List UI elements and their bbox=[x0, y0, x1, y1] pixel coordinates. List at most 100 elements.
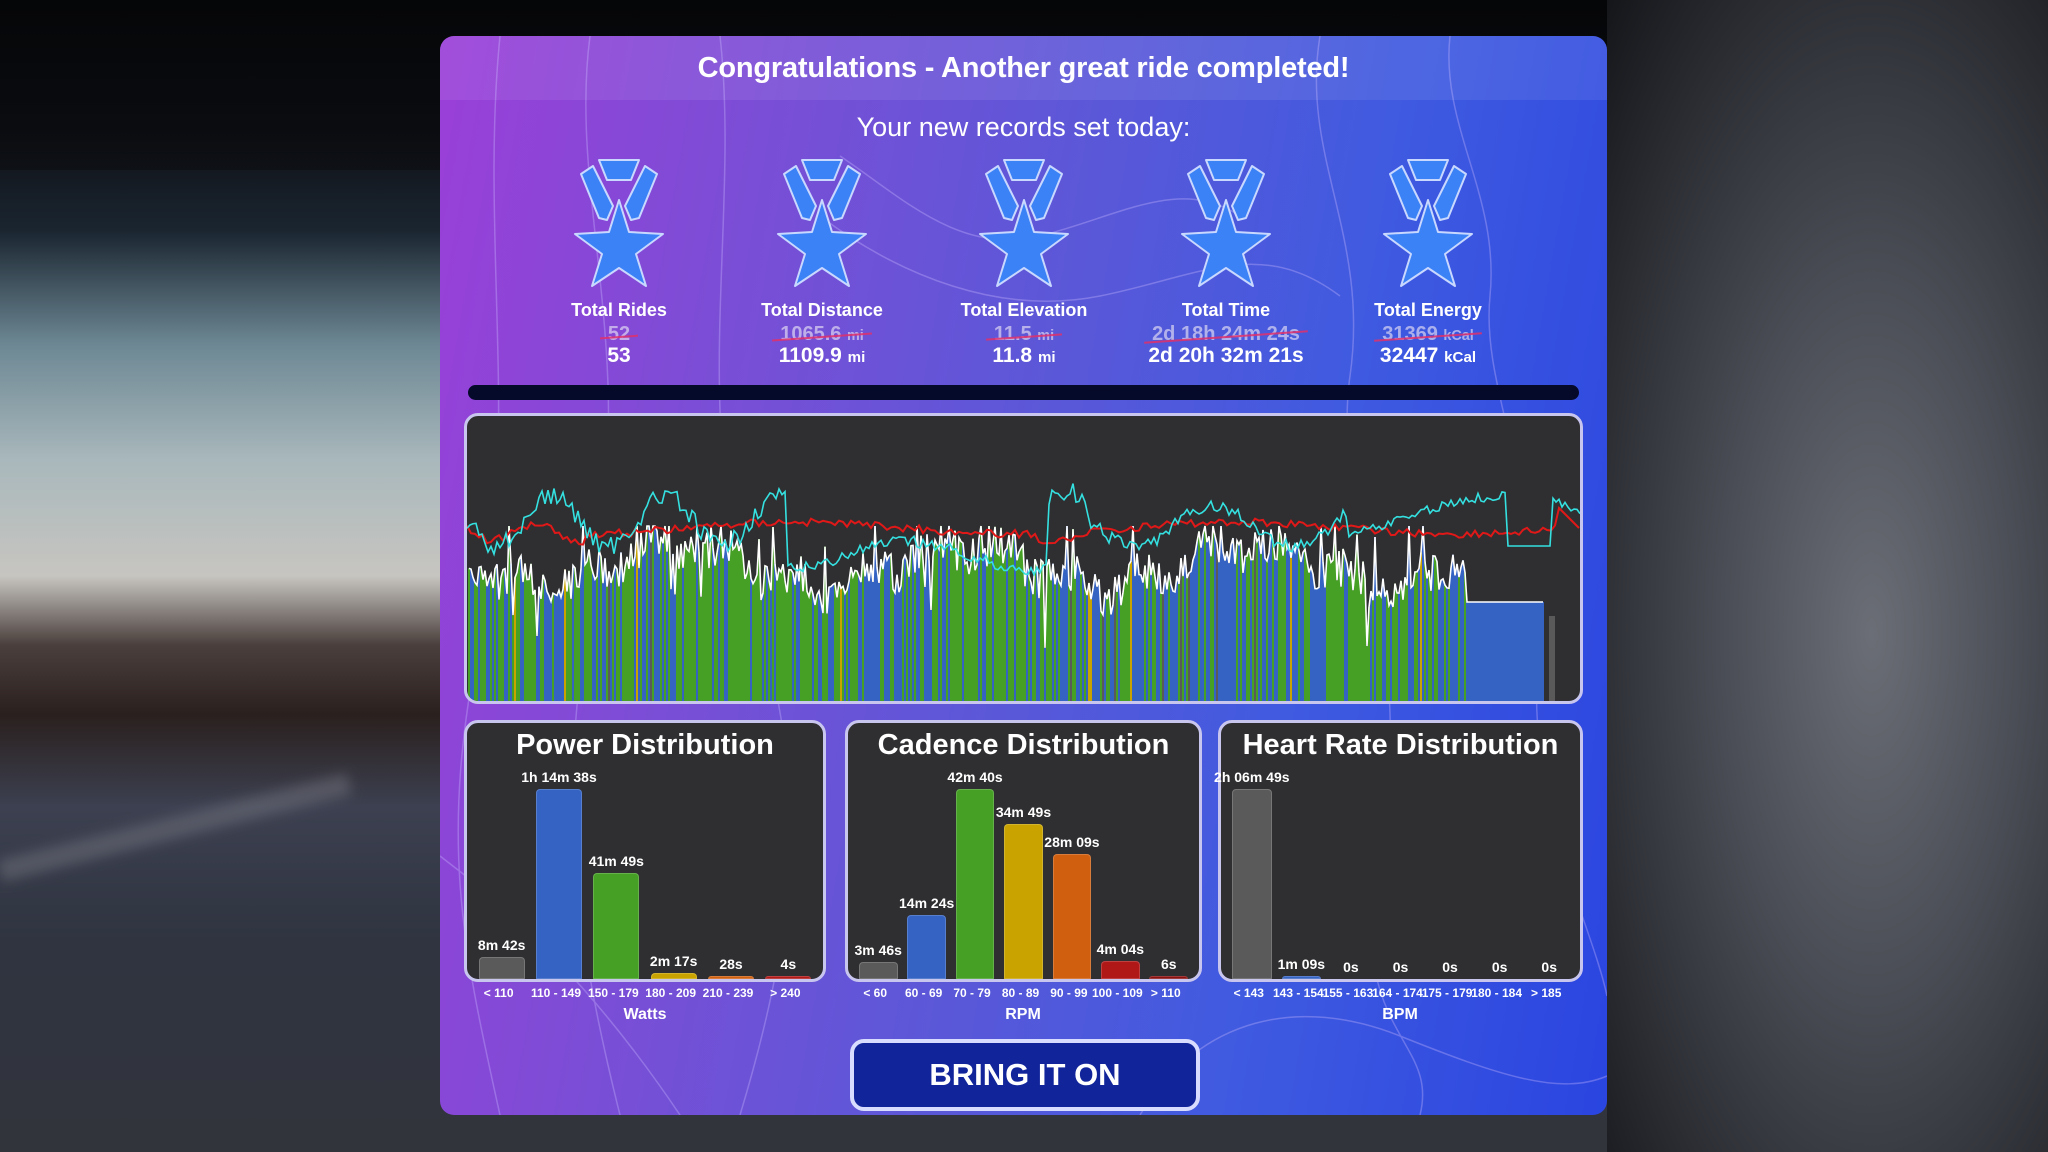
ride-graph bbox=[464, 413, 1583, 704]
heart-rate-distribution-ticks: < 143 143 - 154 155 - 163 164 - 174 175 - 17… bbox=[1218, 986, 1583, 1002]
bin-range-label: 210 - 239 bbox=[702, 986, 754, 1000]
record-total-time: Total Time 2d 18h 24m 24s 2d 20h 32m 21s bbox=[1126, 156, 1326, 368]
record-new-value: 1109.9 mi bbox=[778, 344, 866, 367]
record-total-elevation: Total Elevation 11.5 mi 11.8 mi bbox=[924, 156, 1124, 368]
bar-value-label: 0s bbox=[1392, 959, 1409, 975]
record-old-value: 31369 kCal bbox=[1382, 323, 1474, 345]
distribution-bar bbox=[1004, 823, 1043, 979]
bar-value-label: 0s bbox=[1343, 959, 1359, 975]
background-rocks bbox=[1607, 0, 2048, 1152]
power-distribution-bars: 8m 42s 1h 14m 38s 41m 49s 2m 17s 28s 4s bbox=[473, 769, 817, 979]
bin-range-label: 143 - 154 bbox=[1272, 986, 1324, 1000]
bin-range-label: 90 - 99 bbox=[1050, 986, 1088, 1000]
cadence-distribution-panel: Cadence Distribution 3m 46s 14m 24s 42m 40… bbox=[845, 720, 1202, 982]
bin-range-label: 70 - 79 bbox=[953, 986, 991, 1000]
bar-value-label: 34m 49s bbox=[995, 803, 1052, 820]
header-band bbox=[440, 36, 1607, 100]
heart-rate-distribution-panel: Heart Rate Distribution 2h 06m 49s 1m 09s… bbox=[1214, 720, 1583, 982]
record-total-energy: Total Energy 31369 kCal 32447 kCal bbox=[1328, 156, 1528, 368]
record-new-value: 32447 kCal bbox=[1379, 344, 1477, 367]
medal-star-icon bbox=[574, 159, 664, 287]
bin-range-label: 150 - 179 bbox=[587, 986, 639, 1000]
distribution-bar bbox=[650, 973, 697, 979]
cadence-axis-label: RPM bbox=[1005, 1006, 1041, 1023]
record-total-distance: Total Distance 1065.6 mi 1109.9 mi bbox=[722, 156, 922, 368]
bar-value-label: 0s bbox=[1541, 959, 1557, 975]
medal-star-icon bbox=[1181, 159, 1271, 287]
bar-value-label: 28s bbox=[719, 956, 743, 972]
distribution-bar bbox=[858, 962, 898, 979]
bar-value-label: 2h 06m 49s bbox=[1214, 769, 1290, 785]
bin-range-label: 110 - 149 bbox=[530, 986, 582, 1000]
record-old-value: 52 bbox=[607, 323, 631, 345]
record-label: Total Distance bbox=[761, 300, 883, 320]
ride-summary-panel: Congratulations - Another great ride com… bbox=[440, 36, 1607, 1115]
bar-value-label: 1h 14m 38s bbox=[521, 769, 597, 785]
distribution-bar bbox=[765, 976, 812, 979]
record-old-value: 11.5 mi bbox=[993, 323, 1055, 345]
distribution-bar bbox=[1149, 976, 1189, 979]
bin-range-label: 100 - 109 bbox=[1091, 986, 1143, 1000]
bin-range-label: 175 - 179 bbox=[1421, 986, 1473, 1000]
cadence-distribution-title: Cadence Distribution bbox=[877, 729, 1170, 761]
power-axis-label: Watts bbox=[623, 1006, 667, 1023]
bar-value-label: 2m 17s bbox=[649, 953, 698, 970]
power-distribution-panel: Power Distribution 8m 42s 1h 14m 38s 41m 4… bbox=[464, 720, 826, 982]
bar-value-label: 28m 09s bbox=[1044, 833, 1100, 850]
record-label: Total Rides bbox=[571, 300, 667, 320]
bar-value-label: 14m 24s bbox=[899, 894, 955, 911]
distribution-bar bbox=[1281, 976, 1322, 979]
congrats-title: Congratulations - Another great ride com… bbox=[697, 51, 1350, 84]
medal-star-icon bbox=[979, 159, 1069, 287]
bar-value-label: 41m 49s bbox=[588, 852, 644, 869]
power-distribution-ticks: < 110 110 - 149 150 - 179 180 - 209 210 - 23… bbox=[464, 986, 826, 1002]
bar-value-label: 4m 04s bbox=[1096, 940, 1145, 957]
records-row: Total Rides 52 53 Total Distance 1065.6 … bbox=[440, 156, 1607, 416]
record-label: Total Elevation bbox=[960, 300, 1088, 320]
record-label: Total Energy bbox=[1374, 300, 1482, 320]
medal-star-icon bbox=[777, 159, 867, 287]
power-distribution-title: Power Distribution bbox=[516, 729, 774, 761]
record-new-value: 2d 20h 32m 21s bbox=[1148, 344, 1304, 367]
bin-range-label: > 185 bbox=[1531, 986, 1562, 1000]
distribution-bar bbox=[536, 789, 582, 979]
distribution-bar bbox=[1231, 789, 1272, 979]
bin-range-label: 164 - 174 bbox=[1372, 986, 1423, 1000]
heart-rate-distribution-title: Heart Rate Distribution bbox=[1242, 729, 1559, 761]
bar-value-label: 0s bbox=[1491, 959, 1508, 975]
bar-value-label: 1m 09s bbox=[1277, 956, 1326, 972]
heart-rate-distribution-bars: 2h 06m 49s 1m 09s 0s 0s 0s 0s 0s bbox=[1214, 769, 1574, 979]
bin-range-label: < 143 bbox=[1233, 986, 1264, 1000]
bar-value-label: 0s bbox=[1442, 959, 1458, 975]
background-road-marking bbox=[0, 773, 352, 882]
distribution-bar bbox=[1052, 853, 1092, 979]
bin-range-label: 60 - 69 bbox=[904, 986, 943, 1000]
distribution-bar bbox=[1100, 960, 1140, 979]
bin-range-label: < 110 bbox=[483, 986, 514, 1000]
bring-it-on-button[interactable]: BRING IT ON bbox=[850, 1039, 1200, 1111]
bin-range-label: 80 - 89 bbox=[1001, 986, 1040, 1000]
distribution-bar bbox=[478, 956, 525, 979]
record-new-value: 53 bbox=[607, 344, 631, 367]
bin-range-label: < 60 bbox=[863, 986, 888, 1000]
bar-value-label: 42m 40s bbox=[947, 769, 1003, 785]
heart-rate-axis-label: BPM bbox=[1382, 1006, 1418, 1023]
medal-star-icon bbox=[1383, 159, 1473, 287]
distribution-bar bbox=[593, 872, 640, 979]
record-total-rides: Total Rides 52 53 bbox=[519, 156, 719, 368]
record-old-value: 1065.6 mi bbox=[780, 323, 864, 345]
progress-track bbox=[468, 385, 1579, 400]
bar-value-label: 6s bbox=[1160, 956, 1177, 972]
cadence-distribution-bars: 3m 46s 14m 24s 42m 40s 34m 49s 28m 09s 4m 04s… bbox=[854, 769, 1193, 979]
records-subtitle: Your new records set today: bbox=[856, 112, 1191, 142]
bin-range-label: 180 - 209 bbox=[645, 986, 697, 1000]
record-old-value: 2d 18h 24m 24s bbox=[1152, 323, 1300, 345]
bar-value-label: 3m 46s bbox=[854, 942, 902, 959]
ride-graph-plot bbox=[467, 483, 1580, 701]
bin-range-label: > 240 bbox=[770, 986, 801, 1000]
bin-range-label: > 110 bbox=[1150, 986, 1181, 1000]
distribution-bar bbox=[708, 976, 754, 979]
record-new-value: 11.8 mi bbox=[992, 344, 1056, 367]
bin-range-label: 155 - 163 bbox=[1322, 986, 1374, 1000]
bin-range-label: 180 - 184 bbox=[1471, 986, 1522, 1000]
